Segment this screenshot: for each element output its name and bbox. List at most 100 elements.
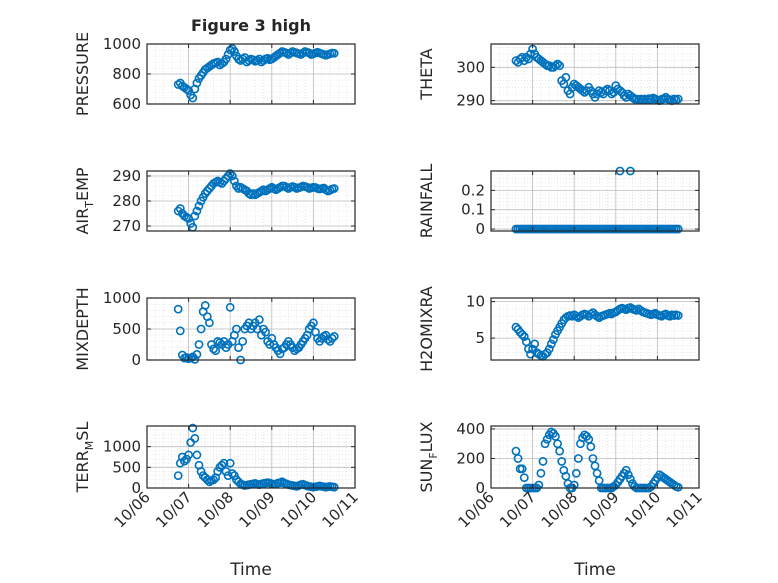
y-axis-label: H2OMIXRA — [417, 286, 436, 372]
data-point — [561, 72, 571, 82]
data-point — [209, 344, 218, 354]
data-point — [569, 480, 579, 490]
y-axis-label: MIXDEPTH — [73, 287, 92, 370]
x-tick-label: 10/09 — [235, 488, 278, 531]
data-point — [592, 468, 602, 478]
data-point — [542, 434, 552, 444]
x-tick-label: 10/08 — [194, 488, 237, 531]
data-point — [229, 47, 239, 56]
data-point — [304, 48, 314, 58]
data-point — [546, 339, 556, 349]
data-point — [555, 446, 565, 456]
data-point — [192, 206, 202, 216]
y-tick-label: 5 — [475, 329, 485, 347]
y-tick-label: 1000 — [103, 289, 141, 307]
y-axis-label-main: H2OMIXRA — [417, 286, 436, 372]
data-point — [571, 468, 581, 478]
data-point — [517, 330, 527, 339]
data-point — [227, 171, 237, 181]
data-point — [308, 318, 318, 328]
y-tick-label: 0 — [475, 479, 485, 497]
y-axis-label-main: SUN — [417, 459, 436, 493]
y-tick-label: 300 — [456, 58, 485, 76]
data-point — [544, 61, 554, 71]
data-point — [538, 457, 548, 466]
data-point — [329, 332, 339, 341]
y-axis-label-main: RAINFALL — [417, 164, 436, 239]
data-point — [194, 201, 204, 211]
y-tick-label: 290 — [112, 167, 141, 185]
data-point — [227, 469, 237, 478]
axes-box — [490, 425, 700, 489]
data-point — [275, 349, 285, 359]
x-tick-label: 10/11 — [319, 488, 362, 531]
x-tick-label: 10/11 — [663, 488, 706, 531]
x-axis-label-right: Time — [573, 560, 616, 580]
subplot-mixdepth: 0 500 1000 MIXDEPTH — [73, 287, 356, 371]
data-point — [607, 89, 617, 99]
data-point — [175, 204, 185, 213]
data-point — [329, 184, 339, 193]
data-point — [329, 482, 339, 492]
data-point — [192, 78, 202, 88]
data-point — [298, 48, 308, 58]
data-point — [252, 324, 262, 334]
data-point — [173, 304, 183, 314]
data-point — [190, 211, 200, 221]
data-point — [248, 55, 258, 65]
data-point — [530, 339, 540, 349]
data-point — [225, 458, 235, 468]
data-point — [586, 442, 596, 452]
data-point — [188, 93, 198, 103]
data-point — [190, 354, 200, 364]
data-point — [175, 326, 185, 336]
y-axis-label: RAINFALL — [417, 164, 436, 239]
data-point — [254, 315, 264, 325]
axes-box — [490, 43, 700, 105]
data-point — [192, 450, 202, 460]
data-point — [513, 454, 523, 463]
x-tick-label: 10/07 — [152, 488, 195, 531]
data-point — [557, 457, 567, 466]
axes-box — [490, 170, 700, 232]
data-point — [329, 48, 339, 58]
x-tick-label: 10/07 — [496, 488, 539, 531]
data-point — [540, 439, 550, 449]
data-point — [182, 84, 191, 94]
data-point — [327, 333, 337, 343]
data-point — [625, 474, 635, 484]
data-point — [621, 465, 631, 475]
data-point — [646, 95, 656, 105]
y-tick-label: 600 — [112, 95, 141, 113]
data-point — [211, 346, 221, 356]
data-point — [261, 327, 270, 337]
data-point — [173, 471, 183, 480]
data-point — [213, 467, 223, 476]
data-point — [238, 336, 248, 346]
subplot-theta: 290 300 THETA — [417, 43, 700, 110]
data-point — [673, 94, 683, 104]
data-point — [234, 343, 243, 352]
y-axis-label-subscript: M — [83, 441, 96, 451]
y-tick-label: 270 — [112, 217, 141, 235]
axes-box — [146, 425, 356, 489]
data-point — [252, 56, 262, 65]
data-point — [223, 171, 233, 181]
y-tick-label: 1000 — [103, 438, 141, 456]
data-point — [229, 176, 239, 186]
y-tick-label: 290 — [456, 92, 485, 110]
y-axis-label-main: MIXDEPTH — [73, 287, 92, 370]
y-axis-label-tail: EMP — [73, 167, 92, 201]
data-point — [519, 332, 529, 342]
data-point — [555, 61, 565, 71]
data-point — [217, 460, 227, 470]
subplot-terrsl: 05001000TERRMSL10/0610/0710/0810/0910/10… — [73, 422, 362, 532]
data-point — [219, 458, 229, 468]
subplot-airemp: 270 280 290 AIRTEMP — [73, 167, 356, 235]
data-point — [184, 450, 193, 460]
data-point — [623, 470, 633, 480]
data-point — [196, 324, 206, 334]
x-tick-label: 10/10 — [621, 488, 664, 531]
subplot-sunlux: 0200400SUNFLUX10/0610/0710/0810/0910/101… — [417, 420, 706, 531]
